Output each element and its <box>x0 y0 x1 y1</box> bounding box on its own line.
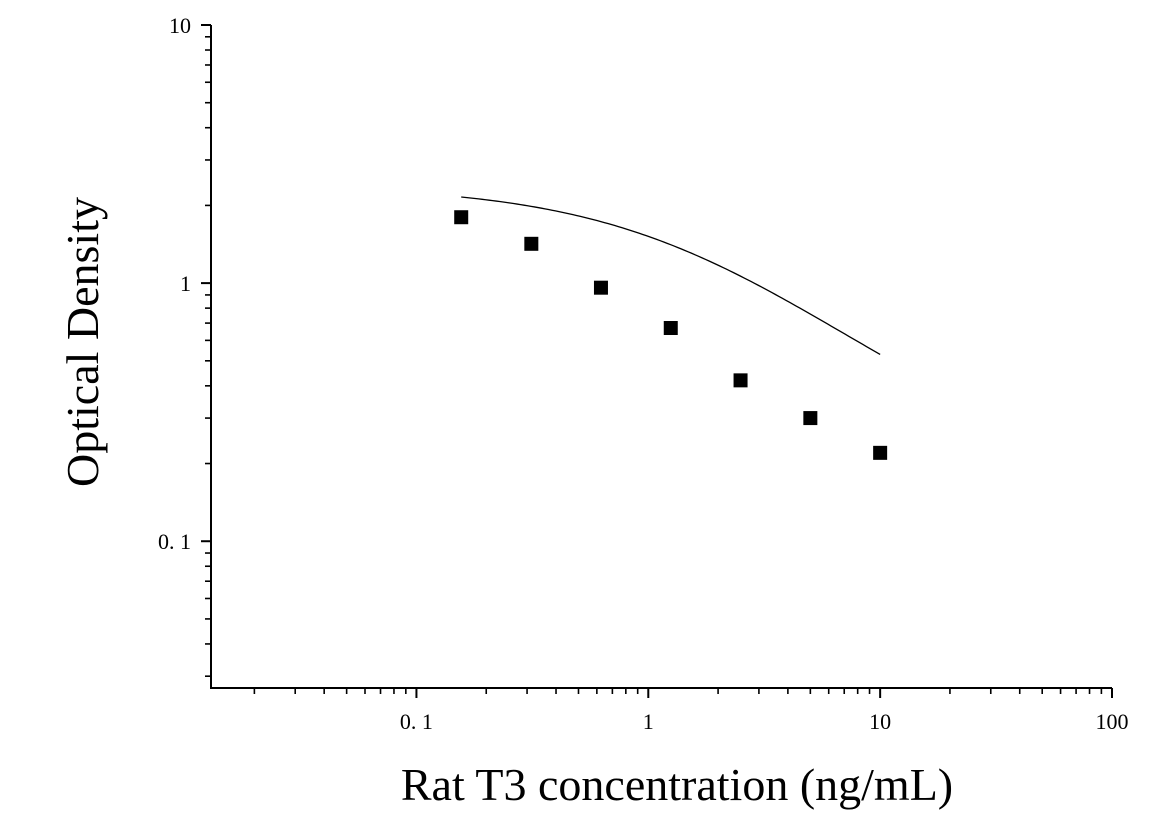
data-point-marker <box>593 280 608 295</box>
x-tick-label: 1 <box>643 709 654 734</box>
y-tick-label: 0. 1 <box>158 529 191 554</box>
data-point-marker <box>873 445 888 460</box>
data-point-marker <box>454 210 469 225</box>
y-tick-label: 10 <box>169 13 191 38</box>
fit-curve <box>461 196 881 355</box>
x-tick-label: 10 <box>869 709 891 734</box>
y-tick-label: 1 <box>180 271 191 296</box>
x-axis-title: Rat T3 concentration (ng/mL) <box>401 759 953 810</box>
data-point-marker <box>524 236 539 251</box>
y-axis-title: Optical Density <box>57 197 108 487</box>
data-point-marker <box>733 373 748 388</box>
x-tick-label: 0. 1 <box>400 709 433 734</box>
data-point-marker <box>663 321 678 336</box>
data-point-marker <box>803 411 818 426</box>
x-tick-label: 100 <box>1096 709 1129 734</box>
